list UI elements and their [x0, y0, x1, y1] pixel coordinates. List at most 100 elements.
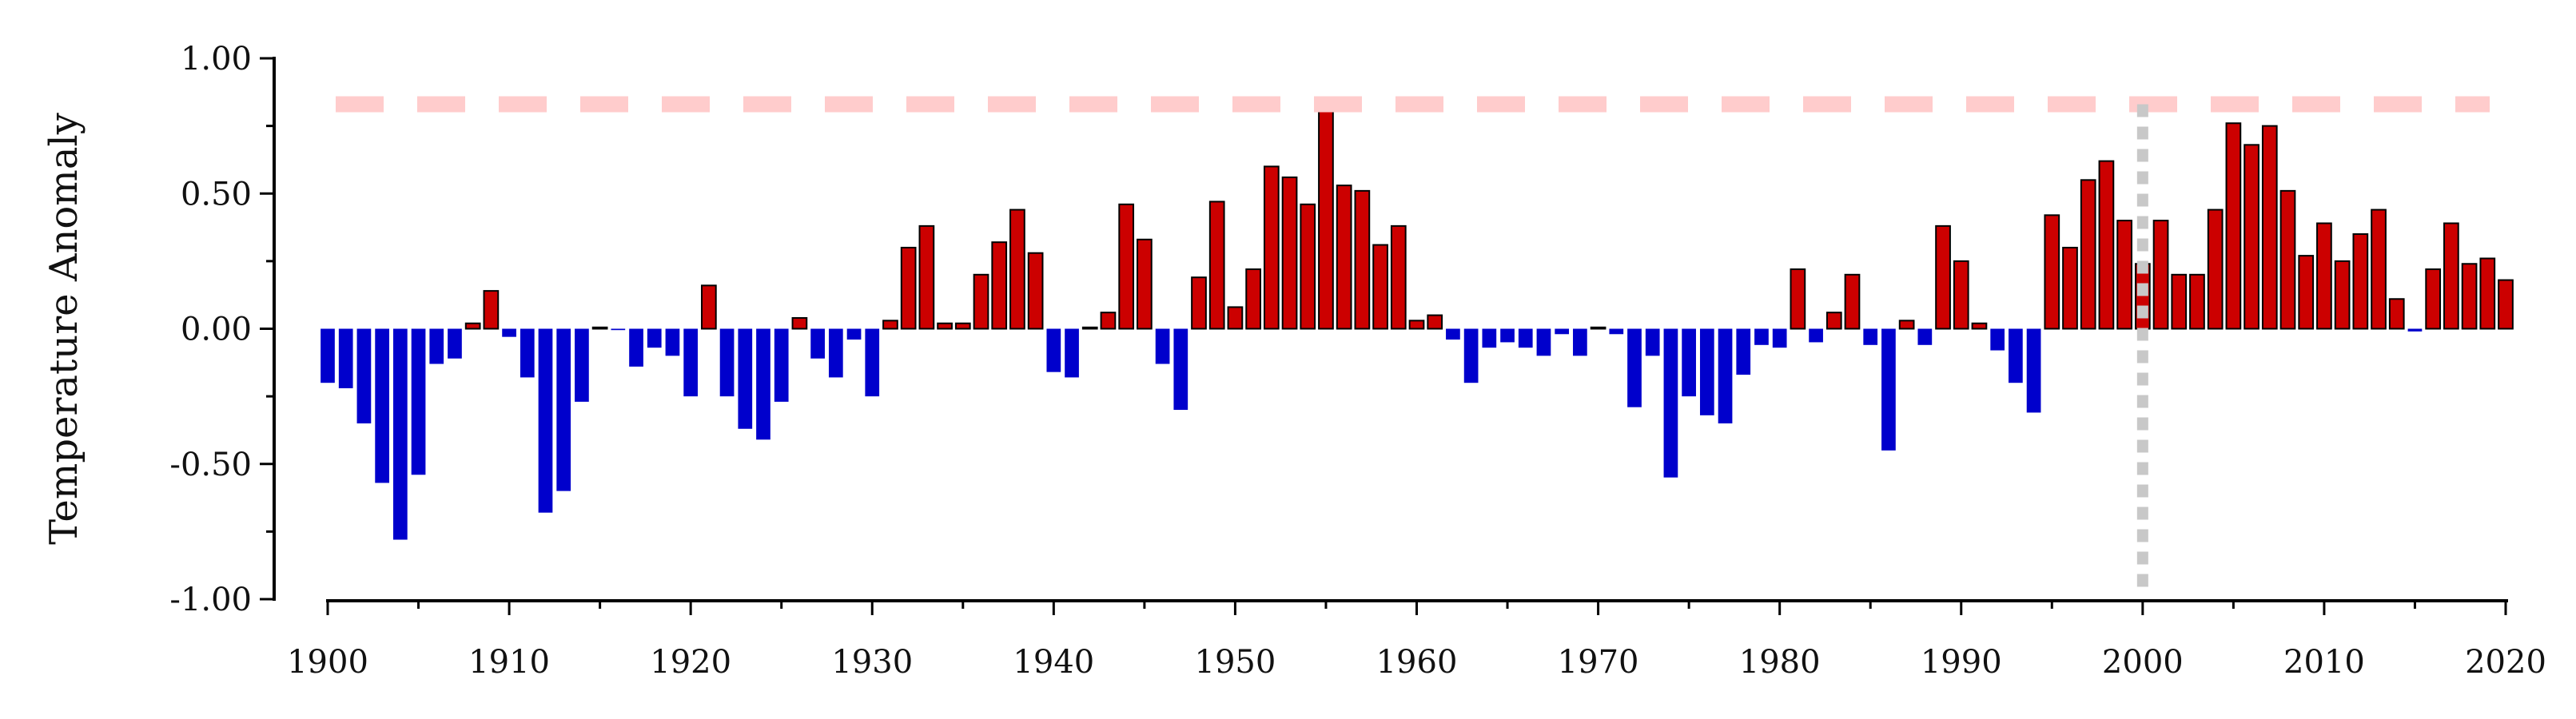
- bar-1982: [1809, 328, 1823, 343]
- bar-2010: [2316, 222, 2332, 330]
- bar-1995: [2044, 214, 2060, 330]
- bar-2009: [2298, 255, 2315, 330]
- bar-1979: [1754, 328, 1769, 345]
- bar-1960: [1408, 320, 1425, 330]
- bar-1989: [1935, 224, 1951, 330]
- bar-1947: [1173, 328, 1188, 411]
- bar-1906: [429, 328, 444, 364]
- bar-1939: [1027, 252, 1044, 330]
- bar-1934: [937, 322, 953, 330]
- bar-1957: [1354, 189, 1371, 330]
- bar-1994: [2026, 328, 2041, 413]
- bar-2017: [2443, 222, 2459, 330]
- bar-1988: [1917, 328, 1933, 345]
- bar-1954: [1300, 203, 1316, 330]
- bar-1973: [1645, 328, 1660, 356]
- bar-1907: [448, 328, 462, 359]
- bar-2001: [2152, 220, 2169, 330]
- bar-2003: [2189, 273, 2205, 330]
- bar-1976: [1699, 328, 1714, 415]
- bar-1910: [502, 328, 516, 337]
- bar-1941: [1065, 328, 1079, 378]
- bar-1997: [2080, 179, 2096, 330]
- bar-1977: [1718, 328, 1733, 423]
- bar-1904: [392, 328, 408, 540]
- bar-1970: [1590, 326, 1607, 330]
- x-tick-label: 1950: [1195, 644, 1276, 681]
- bar-1937: [991, 241, 1008, 330]
- x-tick-label: 1940: [1013, 644, 1094, 681]
- bar-1927: [810, 328, 825, 359]
- bar-1981: [1790, 268, 1806, 330]
- bar-1946: [1155, 328, 1170, 364]
- bar-1901: [338, 328, 353, 388]
- x-tick-label: 1990: [1921, 644, 2002, 681]
- bar-1969: [1573, 328, 1587, 356]
- bar-2006: [2244, 144, 2259, 330]
- overlay-lines: [336, 96, 2490, 591]
- bar-1975: [1682, 328, 1696, 397]
- bar-1942: [1081, 326, 1098, 330]
- bar-2005: [2225, 122, 2242, 330]
- bar-1961: [1427, 314, 1443, 330]
- bar-1911: [520, 328, 535, 378]
- bar-1926: [791, 316, 808, 330]
- bar-2002: [2171, 273, 2188, 330]
- bar-1984: [1844, 273, 1861, 330]
- bar-2013: [2371, 209, 2387, 330]
- bar-1949: [1208, 201, 1225, 330]
- bars-group: [321, 103, 2514, 540]
- bar-2014: [2388, 298, 2405, 330]
- bar-1929: [846, 328, 862, 340]
- bar-1928: [828, 328, 843, 378]
- bar-1918: [647, 328, 662, 348]
- bar-1915: [591, 326, 608, 330]
- bar-1962: [1446, 328, 1460, 340]
- bar-1972: [1627, 328, 1642, 407]
- x-tick-label: 2020: [2465, 644, 2546, 681]
- bar-1936: [973, 273, 989, 330]
- bar-1921: [701, 284, 717, 330]
- x-tick-label: 1920: [650, 644, 731, 681]
- bar-1971: [1609, 328, 1624, 335]
- bar-1917: [629, 328, 643, 367]
- bar-1986: [1881, 328, 1896, 451]
- bar-1925: [774, 328, 789, 402]
- bar-1903: [375, 328, 389, 483]
- bar-1902: [356, 328, 372, 423]
- x-tick-label: 1980: [1739, 644, 1821, 681]
- y-tick-label: -0.50: [169, 447, 252, 483]
- bar-1905: [411, 328, 426, 475]
- bar-1944: [1118, 203, 1135, 330]
- bar-1967: [1536, 328, 1551, 356]
- bar-1938: [1009, 209, 1025, 330]
- bar-1968: [1555, 328, 1570, 335]
- bar-1932: [900, 246, 917, 330]
- x-tick-label: 1910: [468, 644, 550, 681]
- bar-1958: [1372, 244, 1388, 330]
- bar-1912: [538, 328, 553, 513]
- y-tick-label: 0.50: [181, 176, 252, 213]
- bar-1945: [1137, 238, 1153, 330]
- bar-1963: [1463, 328, 1479, 383]
- bar-1992: [1990, 328, 2005, 351]
- bar-2011: [2334, 260, 2351, 330]
- bar-1966: [1518, 328, 1533, 348]
- bar-1935: [954, 322, 971, 330]
- x-tick-label: 2000: [2102, 644, 2184, 681]
- bar-1978: [1736, 328, 1751, 375]
- bar-1922: [719, 328, 735, 397]
- bar-1993: [2009, 328, 2023, 383]
- bar-1900: [321, 328, 335, 383]
- bar-1916: [611, 328, 626, 331]
- bar-1943: [1100, 312, 1117, 330]
- axes-group: -1.00 -0.50 0.00 0.50 1.00 1900 1910 1920 1930 19…: [169, 41, 2546, 681]
- bar-2008: [2279, 189, 2296, 330]
- bar-1951: [1245, 268, 1261, 330]
- bar-1955: [1318, 103, 1334, 330]
- x-tick-label: 1970: [1558, 644, 1639, 681]
- bar-1948: [1191, 276, 1207, 330]
- bar-1953: [1281, 176, 1298, 330]
- bar-1996: [2062, 246, 2078, 330]
- bar-1933: [918, 224, 935, 330]
